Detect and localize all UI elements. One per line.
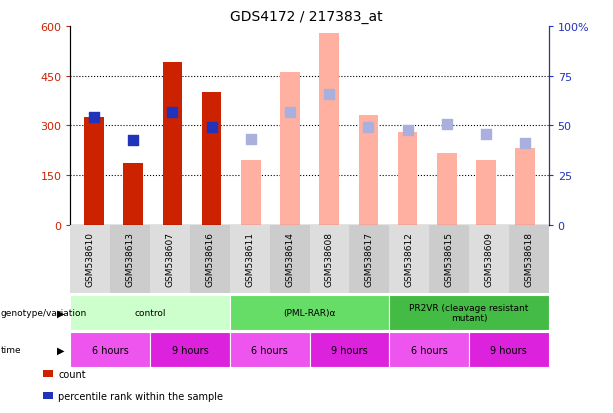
Text: 6 hours: 6 hours [251, 345, 288, 355]
Point [364, 124, 373, 131]
Bar [359, 116, 378, 225]
Bar [319, 33, 339, 225]
Bar [476, 161, 496, 225]
Text: GSM538615: GSM538615 [444, 232, 454, 287]
Point [246, 136, 256, 142]
Point [324, 91, 334, 98]
Text: GSM538616: GSM538616 [205, 232, 215, 287]
Point [520, 141, 530, 147]
Bar [516, 149, 535, 225]
Bar [280, 73, 300, 225]
Point [128, 138, 138, 144]
Point [285, 109, 295, 116]
Point [89, 114, 99, 121]
Text: time: time [1, 346, 21, 354]
Text: GSM538614: GSM538614 [285, 232, 294, 287]
Text: 6 hours: 6 hours [92, 345, 129, 355]
Text: 9 hours: 9 hours [490, 345, 527, 355]
Text: genotype/variation: genotype/variation [1, 309, 87, 317]
Text: GSM538609: GSM538609 [484, 232, 493, 287]
Text: 9 hours: 9 hours [331, 345, 368, 355]
Point [167, 109, 177, 116]
Bar [202, 93, 221, 225]
Text: 9 hours: 9 hours [172, 345, 208, 355]
Text: GSM538617: GSM538617 [365, 232, 374, 287]
Bar [398, 133, 417, 225]
Text: GSM538607: GSM538607 [166, 232, 175, 287]
Text: GSM538611: GSM538611 [245, 232, 254, 287]
Text: GDS4172 / 217383_at: GDS4172 / 217383_at [230, 10, 383, 24]
Text: 6 hours: 6 hours [411, 345, 447, 355]
Text: percentile rank within the sample: percentile rank within the sample [58, 391, 223, 401]
Text: control: control [134, 309, 166, 317]
Text: GSM538610: GSM538610 [86, 232, 95, 287]
Text: count: count [58, 369, 86, 379]
Text: ▶: ▶ [57, 308, 64, 318]
Bar [162, 63, 182, 225]
Bar [84, 118, 104, 225]
Text: PR2VR (cleavage resistant
mutant): PR2VR (cleavage resistant mutant) [409, 303, 528, 323]
Point [442, 121, 452, 128]
Text: GSM538618: GSM538618 [524, 232, 533, 287]
Bar [437, 154, 457, 225]
Point [207, 124, 216, 131]
Text: GSM538612: GSM538612 [405, 232, 414, 287]
Text: GSM538608: GSM538608 [325, 232, 334, 287]
Bar [123, 164, 143, 225]
Point [403, 128, 413, 134]
Text: ▶: ▶ [57, 345, 64, 355]
Point [481, 131, 491, 138]
Text: (PML-RAR)α: (PML-RAR)α [283, 309, 336, 317]
Text: GSM538613: GSM538613 [126, 232, 135, 287]
Bar [241, 161, 261, 225]
